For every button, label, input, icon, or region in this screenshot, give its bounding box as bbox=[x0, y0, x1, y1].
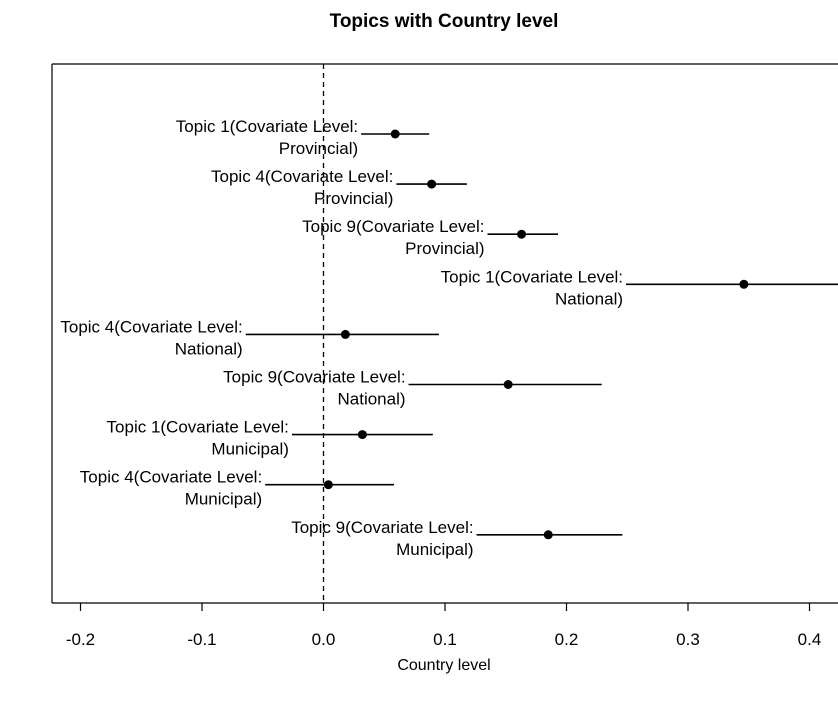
point-label-line2: Provincial) bbox=[405, 239, 484, 258]
point-estimate bbox=[323, 480, 333, 490]
point-group: Topic 9(Covariate Level: Municipal) bbox=[291, 518, 623, 559]
point-label-line1: Topic 4(Covariate Level: bbox=[80, 468, 262, 487]
point-label-line2: Provincial) bbox=[279, 139, 358, 158]
x-tick-label: 0.3 bbox=[676, 630, 700, 649]
x-tick-label: 0.4 bbox=[798, 630, 822, 649]
chart-title: Topics with Country level bbox=[330, 11, 559, 32]
point-group: Topic 4(Covariate Level: Municipal) bbox=[80, 468, 394, 509]
point-label-line1: Topic 9(Covariate Level: bbox=[223, 368, 405, 387]
point-estimate bbox=[503, 380, 513, 389]
point-group: Topic 1(Covariate Level: Municipal) bbox=[107, 418, 433, 459]
x-axis: -0.2 -0.1 0.0 0.1 0.2 0.3 0.4 bbox=[66, 603, 821, 649]
point-estimate bbox=[427, 179, 437, 189]
point-label-line1: Topic 9(Covariate Level: bbox=[291, 518, 473, 537]
point-label-line1: Topic 4(Covariate Level: bbox=[211, 167, 393, 186]
x-axis-label: Country level bbox=[397, 657, 490, 674]
point-estimate bbox=[357, 430, 367, 440]
point-label-line1: Topic 9(Covariate Level: bbox=[302, 217, 484, 236]
point-label-line2: National) bbox=[555, 289, 623, 308]
point-label-line2: National) bbox=[338, 390, 406, 409]
point-label-line2: Municipal) bbox=[211, 440, 288, 459]
x-tick-label: -0.1 bbox=[187, 630, 216, 649]
point-estimate bbox=[739, 279, 749, 289]
x-tick-label: 0.0 bbox=[312, 630, 336, 649]
point-group: Topic 9(Covariate Level: National) bbox=[223, 368, 602, 409]
point-group: Topic 1(Covariate Level: Provincial) bbox=[176, 117, 430, 158]
point-estimate bbox=[517, 229, 527, 239]
x-tick-label: 0.1 bbox=[433, 630, 457, 649]
point-label-line1: Topic 1(Covariate Level: bbox=[441, 267, 623, 286]
x-tick-label: -0.2 bbox=[66, 630, 95, 649]
point-label-line2: Municipal) bbox=[396, 540, 473, 559]
point-group: Topic 1(Covariate Level: National) bbox=[441, 267, 838, 308]
point-group: Topic 4(Covariate Level: National) bbox=[60, 317, 439, 358]
point-label-line2: Municipal) bbox=[185, 490, 262, 509]
point-estimate bbox=[390, 129, 400, 139]
point-label-line2: National) bbox=[175, 339, 243, 358]
point-label-line1: Topic 1(Covariate Level: bbox=[176, 117, 358, 136]
x-tick-label: 0.2 bbox=[555, 630, 579, 649]
points-layer: Topic 1(Covariate Level:Provincial)Topic… bbox=[60, 117, 838, 559]
point-estimate bbox=[340, 329, 350, 339]
point-label-line1: Topic 1(Covariate Level: bbox=[107, 418, 289, 437]
point-label-line2: Provincial) bbox=[314, 189, 393, 208]
point-group: Topic 9(Covariate Level: Provincial) bbox=[302, 217, 558, 258]
point-estimate bbox=[543, 530, 553, 540]
point-label-line1: Topic 4(Covariate Level: bbox=[60, 317, 242, 336]
point-group: Topic 4(Covariate Level: Provincial) bbox=[211, 167, 467, 208]
